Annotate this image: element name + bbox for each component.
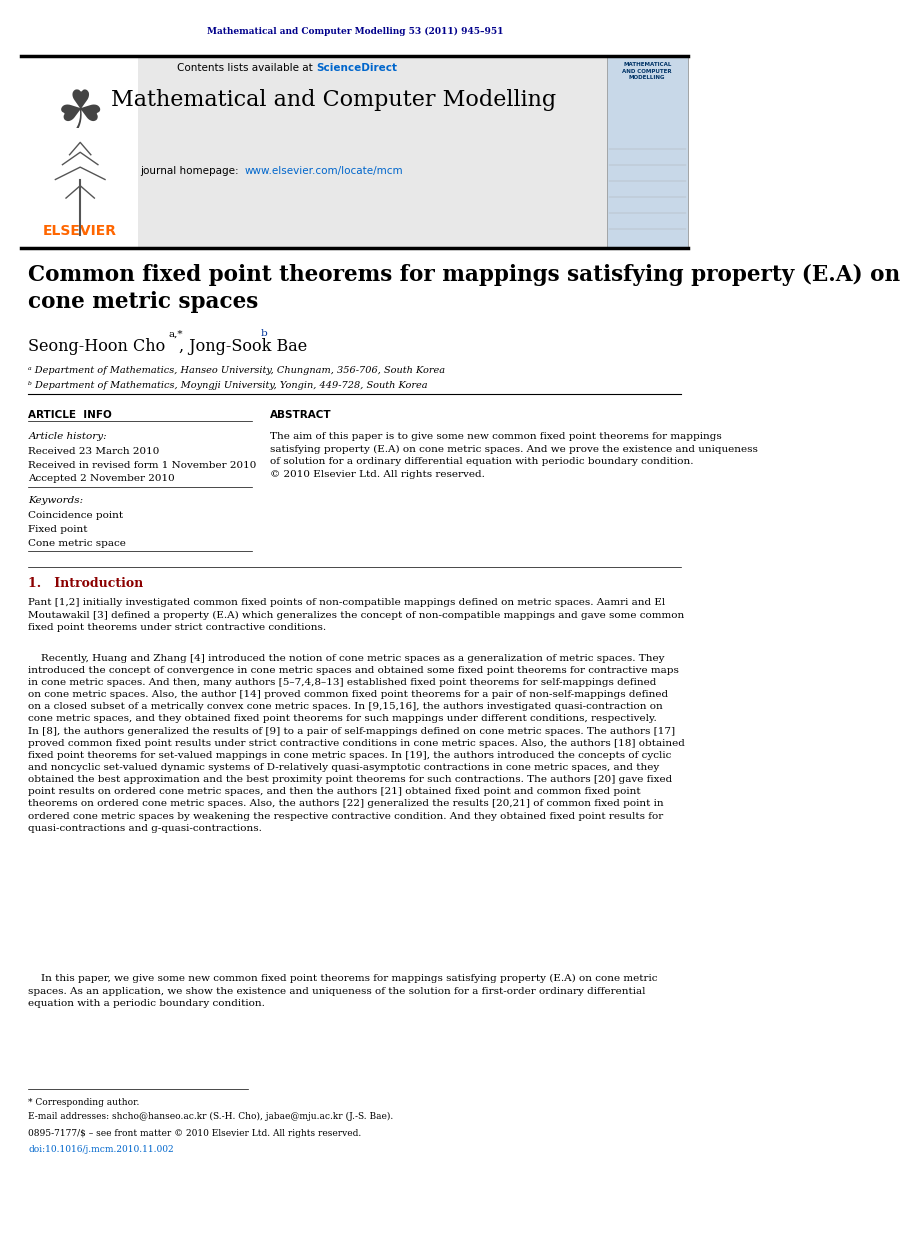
Text: Coincidence point: Coincidence point: [28, 511, 123, 520]
Text: Seong-Hoon Cho: Seong-Hoon Cho: [28, 338, 166, 355]
Text: Mathematical and Computer Modelling: Mathematical and Computer Modelling: [111, 89, 556, 111]
Text: ᵃ Department of Mathematics, Hanseo University, Chungnam, 356-706, South Korea: ᵃ Department of Mathematics, Hanseo Univ…: [28, 366, 445, 375]
Text: www.elsevier.com/locate/mcm: www.elsevier.com/locate/mcm: [245, 166, 404, 176]
FancyBboxPatch shape: [21, 56, 139, 248]
Text: Cone metric space: Cone metric space: [28, 539, 126, 547]
Text: * Corresponding author.: * Corresponding author.: [28, 1098, 140, 1107]
Text: E-mail addresses: shcho@hanseo.ac.kr (S.-H. Cho), jabae@mju.ac.kr (J.-S. Bae).: E-mail addresses: shcho@hanseo.ac.kr (S.…: [28, 1112, 394, 1120]
Text: Recently, Huang and Zhang [4] introduced the notion of cone metric spaces as a g: Recently, Huang and Zhang [4] introduced…: [28, 654, 686, 833]
Text: Fixed point: Fixed point: [28, 525, 88, 534]
Text: , Jong-Sook Bae: , Jong-Sook Bae: [179, 338, 307, 355]
Text: Keywords:: Keywords:: [28, 496, 83, 505]
Text: doi:10.1016/j.mcm.2010.11.002: doi:10.1016/j.mcm.2010.11.002: [28, 1145, 174, 1154]
Text: The aim of this paper is to give some new common fixed point theorems for mappin: The aim of this paper is to give some ne…: [269, 432, 757, 479]
Text: 1.   Introduction: 1. Introduction: [28, 577, 143, 591]
Text: ScienceDirect: ScienceDirect: [316, 63, 396, 73]
Text: Contents lists available at: Contents lists available at: [177, 63, 316, 73]
FancyBboxPatch shape: [21, 56, 607, 248]
Text: MATHEMATICAL
AND COMPUTER
MODELLING: MATHEMATICAL AND COMPUTER MODELLING: [622, 62, 672, 80]
Text: 0895-7177/$ – see front matter © 2010 Elsevier Ltd. All rights reserved.: 0895-7177/$ – see front matter © 2010 El…: [28, 1129, 362, 1138]
Text: Common fixed point theorems for mappings satisfying property (E.A) on
cone metri: Common fixed point theorems for mappings…: [28, 264, 901, 313]
FancyBboxPatch shape: [607, 56, 688, 248]
Text: Pant [1,2] initially investigated common fixed points of non-compatible mappings: Pant [1,2] initially investigated common…: [28, 598, 685, 633]
Text: Article history:: Article history:: [28, 432, 107, 441]
Text: ☘: ☘: [56, 87, 103, 139]
Text: ᵇ Department of Mathematics, Moyngji University, Yongin, 449-728, South Korea: ᵇ Department of Mathematics, Moyngji Uni…: [28, 381, 428, 390]
Text: ABSTRACT: ABSTRACT: [269, 410, 331, 420]
Text: ELSEVIER: ELSEVIER: [44, 224, 117, 238]
Text: a,*: a,*: [168, 329, 182, 338]
Text: b: b: [260, 329, 268, 338]
Text: Mathematical and Computer Modelling 53 (2011) 945–951: Mathematical and Computer Modelling 53 (…: [207, 27, 503, 36]
Text: Received in revised form 1 November 2010: Received in revised form 1 November 2010: [28, 461, 257, 469]
Text: In this paper, we give some new common fixed point theorems for mappings satisfy: In this paper, we give some new common f…: [28, 974, 658, 1008]
Text: ARTICLE  INFO: ARTICLE INFO: [28, 410, 112, 420]
Text: journal homepage:: journal homepage:: [140, 166, 245, 176]
Text: Accepted 2 November 2010: Accepted 2 November 2010: [28, 474, 175, 483]
Text: Received 23 March 2010: Received 23 March 2010: [28, 447, 160, 456]
